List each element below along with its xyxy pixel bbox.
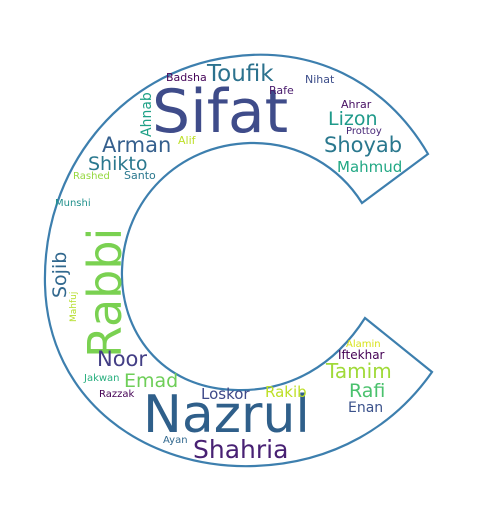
word-badsha: Badsha <box>166 71 207 84</box>
word-jakwan: Jakwan <box>83 373 120 384</box>
word-ahnab: Ahnab <box>139 92 155 137</box>
word-rakib: Rakib <box>265 383 307 401</box>
word-iftekhar: Iftekhar <box>338 348 385 362</box>
word-arman: Arman <box>102 133 171 157</box>
word-loskor: Loskor <box>201 385 250 403</box>
word-alamin: Alamin <box>346 339 381 350</box>
word-emad: Emad <box>124 370 178 392</box>
word-tamim: Tamim <box>325 359 392 383</box>
word-enan: Enan <box>348 400 383 416</box>
word-rafi: Rafi <box>349 380 385 402</box>
word-shoyab: Shoyab <box>324 133 402 157</box>
word-alif: Alif <box>178 134 197 147</box>
word-shikto: Shikto <box>88 153 147 175</box>
word-mahmud: Mahmud <box>337 158 402 176</box>
word-nazrul: Nazrul <box>143 385 310 445</box>
word-ayan: Ayan <box>163 435 188 446</box>
word-sojib: Sojib <box>49 252 71 298</box>
word-sifat: Sifat <box>152 77 288 147</box>
word-rashed: Rashed <box>73 171 110 182</box>
word-mahfuj: Mahfuj <box>69 292 79 322</box>
word-shahria: Shahria <box>193 435 288 464</box>
word-nihat: Nihat <box>305 73 335 86</box>
word-razzak: Razzak <box>99 389 134 400</box>
word-santo: Santo <box>124 169 156 182</box>
word-munshi: Munshi <box>55 198 91 209</box>
word-lizon: Lizon <box>328 108 378 130</box>
word-rabbi: Rabbi <box>78 228 132 358</box>
word-toufik: Toufik <box>206 61 274 87</box>
word-rafe: Rafe <box>269 84 294 97</box>
c-shape-outline <box>43 53 434 468</box>
word-noor: Noor <box>97 347 147 371</box>
word-prottoy: Prottoy <box>346 126 382 137</box>
word-ahrar: Ahrar <box>341 98 372 111</box>
